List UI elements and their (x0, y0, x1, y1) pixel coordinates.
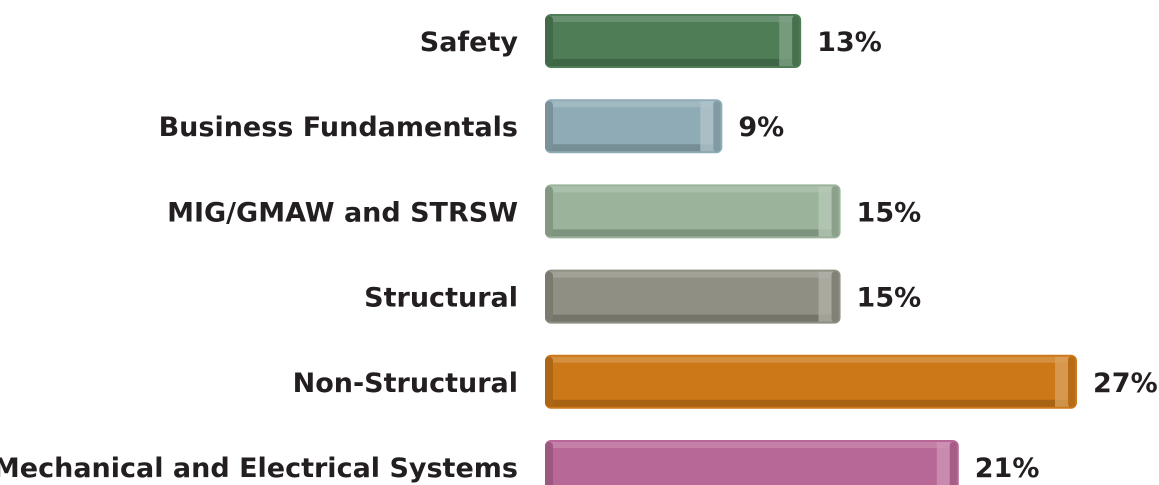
value-label: 27% (1093, 368, 1158, 399)
value-label: 15% (857, 283, 922, 314)
value-label: 13% (817, 27, 882, 58)
bar-5 (545, 354, 1077, 409)
category-label: Safety (420, 27, 519, 58)
category-label: Mechanical and Electrical Systems (0, 453, 518, 484)
category-label: Structural (364, 283, 518, 314)
bar-1 (545, 14, 802, 68)
category-label: Business Fundamentals (159, 112, 518, 143)
category-label: MIG/GMAW and STRSW (167, 197, 518, 228)
category-label: Non-Structural (293, 368, 518, 399)
value-label: 15% (857, 197, 922, 228)
bars-layer (545, 14, 1077, 485)
labels-layer: Safety 13% Business Fundamentals 9% MIG/GMAW… (0, 27, 1158, 484)
bar-6 (545, 440, 959, 485)
bar-2 (545, 99, 723, 154)
bar-4 (545, 269, 841, 324)
value-label: 21% (975, 453, 1040, 484)
bar-3 (545, 184, 841, 239)
value-label: 9% (738, 112, 784, 143)
